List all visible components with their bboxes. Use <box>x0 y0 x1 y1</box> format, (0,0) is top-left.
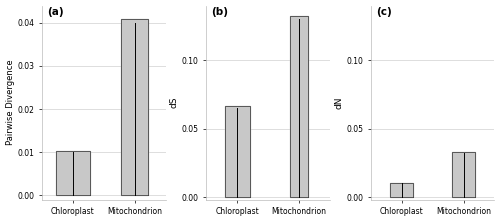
Polygon shape <box>452 153 474 197</box>
Y-axis label: dS: dS <box>170 97 179 108</box>
Text: (a): (a) <box>47 8 64 18</box>
Polygon shape <box>225 106 250 197</box>
Text: (b): (b) <box>212 8 228 18</box>
Y-axis label: dN: dN <box>334 96 344 109</box>
Polygon shape <box>56 151 90 196</box>
Polygon shape <box>121 19 148 196</box>
Y-axis label: Pairwise Divergence: Pairwise Divergence <box>6 60 15 145</box>
Polygon shape <box>390 183 413 197</box>
Polygon shape <box>290 16 308 197</box>
Text: (c): (c) <box>376 8 392 18</box>
